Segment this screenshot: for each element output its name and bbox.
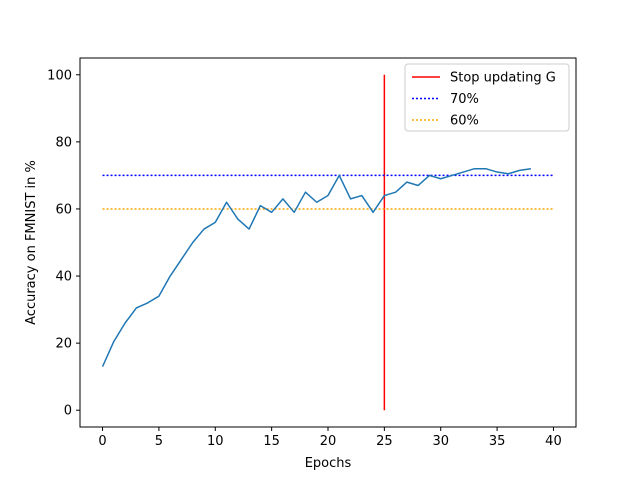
legend-box: [404, 63, 570, 132]
x-tick-label: 5: [155, 434, 163, 449]
x-axis-label: Epochs: [305, 456, 352, 471]
x-tick-label: 40: [545, 434, 562, 449]
y-tick-label: 80: [55, 135, 72, 150]
x-tick-label: 20: [320, 434, 337, 449]
plot-area: [101, 74, 554, 411]
legend-label: 70%: [450, 92, 479, 107]
x-axis: 0 5 10 15 20 25 30 35 40: [98, 427, 562, 449]
series-line-1: [101, 167, 532, 367]
x-tick-label: 30: [432, 434, 449, 449]
y-tick-label: 100: [47, 68, 72, 83]
y-tick-label: 0: [64, 404, 72, 419]
x-tick-label: 15: [263, 434, 280, 449]
y-tick-label: 40: [55, 270, 72, 285]
y-tick-label: 20: [55, 337, 72, 352]
y-tick-label: 60: [55, 202, 72, 217]
x-tick-label: 35: [489, 434, 506, 449]
x-tick-label: 25: [376, 434, 393, 449]
y-axis-label: Accuracy on FMNIST in %: [24, 160, 39, 325]
x-tick-label: 10: [207, 434, 224, 449]
legend-label: Stop updating G: [450, 71, 556, 86]
x-tick-label: 0: [98, 434, 106, 449]
legend-label: 60%: [450, 114, 479, 129]
y-axis: 0 20 40 60 80 100: [47, 68, 80, 419]
legend: Stop updating G 70% 60%: [404, 63, 570, 132]
